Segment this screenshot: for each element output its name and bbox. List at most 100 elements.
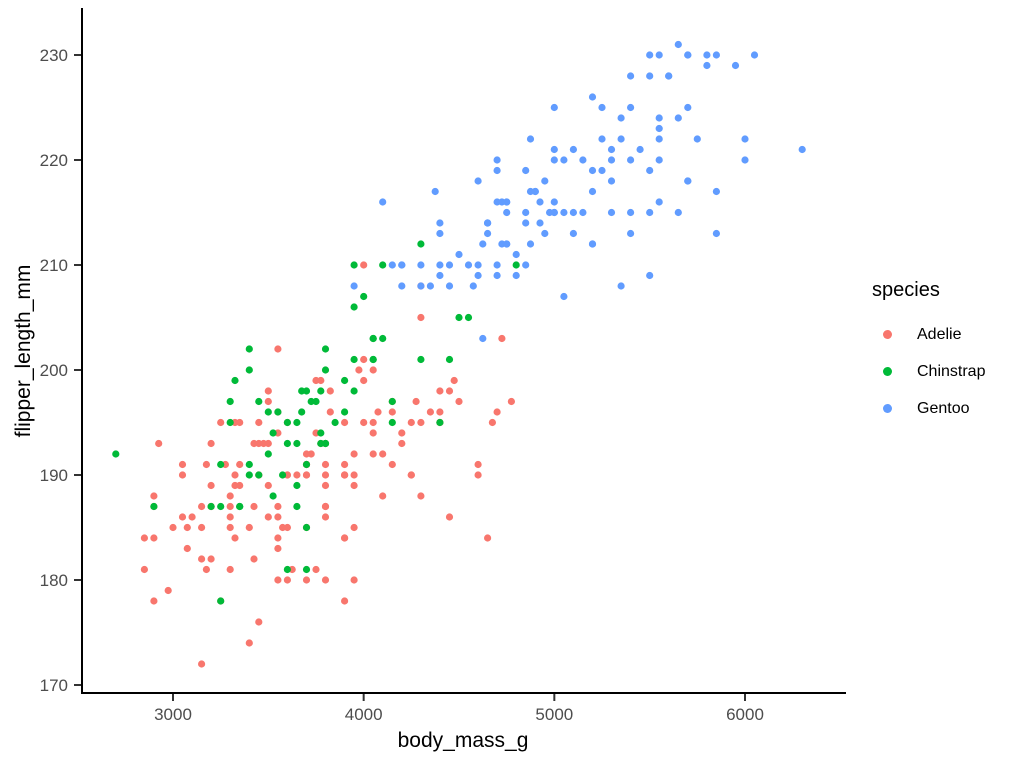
data-point-chinstrap	[150, 502, 158, 511]
data-point-gentoo	[388, 261, 396, 269]
data-point-chinstrap	[293, 439, 301, 448]
legend-item-adelie: Adelie	[860, 316, 1020, 353]
legend-label-gentoo: Gentoo	[917, 399, 970, 417]
data-point-adelie	[198, 660, 206, 668]
data-point-adelie	[140, 534, 148, 542]
data-point-adelie	[231, 534, 239, 542]
data-point-gentoo	[436, 229, 444, 238]
data-point-adelie	[302, 576, 311, 584]
data-point-adelie	[507, 397, 515, 406]
data-point-adelie	[321, 576, 330, 584]
data-point-adelie	[350, 471, 358, 479]
data-point-adelie	[341, 418, 349, 427]
data-point-gentoo	[569, 229, 578, 238]
data-point-gentoo	[646, 208, 654, 217]
data-point-adelie	[407, 471, 415, 479]
data-point-adelie	[321, 481, 330, 490]
y-tick-label: 180	[40, 571, 68, 590]
legend-item-chinstrap: Chinstrap	[860, 353, 1020, 390]
data-point-adelie	[250, 502, 258, 511]
data-point-gentoo	[493, 166, 501, 175]
data-point-gentoo	[674, 208, 682, 217]
data-point-chinstrap	[217, 460, 225, 469]
data-point-chinstrap	[417, 355, 425, 364]
data-point-gentoo	[474, 177, 482, 185]
data-point-adelie	[255, 618, 263, 626]
data-point-adelie	[255, 418, 263, 427]
data-point-gentoo	[464, 261, 473, 269]
data-point-chinstrap	[369, 355, 377, 364]
data-point-adelie	[450, 376, 458, 385]
y-tick-label: 220	[40, 151, 68, 170]
data-point-adelie	[412, 397, 420, 406]
data-point-gentoo	[469, 282, 477, 290]
data-point-adelie	[474, 471, 482, 479]
data-point-adelie	[231, 481, 239, 490]
data-point-gentoo	[579, 208, 587, 217]
data-point-gentoo	[693, 135, 701, 143]
data-point-adelie	[207, 439, 215, 448]
data-point-gentoo	[474, 271, 482, 280]
data-point-adelie	[302, 450, 311, 458]
data-point-gentoo	[655, 135, 663, 143]
data-point-gentoo	[536, 219, 544, 227]
data-point-adelie	[283, 576, 291, 584]
data-point-chinstrap	[331, 418, 339, 427]
data-point-gentoo	[627, 229, 635, 238]
data-point-adelie	[341, 597, 349, 605]
data-point-gentoo	[550, 145, 558, 154]
data-point-adelie	[474, 460, 482, 469]
data-point-chinstrap	[269, 492, 277, 500]
data-point-chinstrap	[302, 460, 311, 469]
data-point-adelie	[293, 471, 301, 479]
data-point-gentoo	[522, 219, 530, 227]
data-point-gentoo	[479, 240, 487, 248]
data-point-gentoo	[712, 187, 721, 196]
data-point-gentoo	[569, 145, 578, 154]
data-point-gentoo	[498, 198, 506, 206]
data-point-adelie	[250, 555, 258, 563]
data-point-gentoo	[712, 51, 721, 59]
data-point-chinstrap	[379, 261, 387, 269]
data-point-gentoo	[598, 166, 606, 175]
y-tick-label: 200	[40, 361, 68, 380]
data-point-adelie	[226, 523, 234, 532]
x-tick-label: 3000	[154, 705, 192, 724]
data-point-gentoo	[598, 103, 606, 112]
data-point-gentoo	[526, 135, 535, 143]
data-point-adelie	[207, 555, 215, 563]
data-point-adelie	[379, 492, 387, 500]
data-point-adelie	[445, 513, 454, 521]
data-point-chinstrap	[317, 439, 325, 448]
data-point-chinstrap	[317, 429, 325, 437]
data-point-chinstrap	[341, 376, 349, 385]
y-tick-label: 210	[40, 256, 68, 275]
data-point-adelie	[326, 408, 334, 416]
data-point-adelie	[417, 313, 425, 322]
y-axis-title: flipper_length_mm	[12, 264, 35, 438]
data-point-gentoo	[484, 219, 492, 227]
x-axis-title: body_mass_g	[397, 729, 529, 752]
data-point-gentoo	[607, 145, 616, 154]
data-point-gentoo	[607, 177, 616, 185]
data-point-chinstrap	[360, 292, 368, 301]
data-point-chinstrap	[350, 355, 358, 364]
data-point-gentoo	[560, 156, 568, 164]
data-point-chinstrap	[112, 450, 120, 458]
data-point-chinstrap	[417, 240, 425, 248]
data-point-chinstrap	[388, 418, 396, 427]
data-point-gentoo	[617, 282, 625, 290]
x-tick-label: 6000	[726, 705, 764, 724]
data-point-chinstrap	[283, 439, 291, 448]
data-point-adelie	[350, 481, 358, 490]
data-point-adelie	[226, 502, 234, 511]
data-point-chinstrap	[445, 355, 454, 364]
data-point-gentoo	[798, 145, 806, 154]
data-point-gentoo	[655, 51, 663, 59]
data-point-chinstrap	[226, 397, 234, 406]
data-point-adelie	[360, 418, 368, 427]
data-point-gentoo	[607, 208, 616, 217]
legend-label-adelie: Adelie	[917, 325, 962, 343]
data-point-chinstrap	[236, 502, 244, 511]
data-point-adelie	[264, 397, 272, 406]
